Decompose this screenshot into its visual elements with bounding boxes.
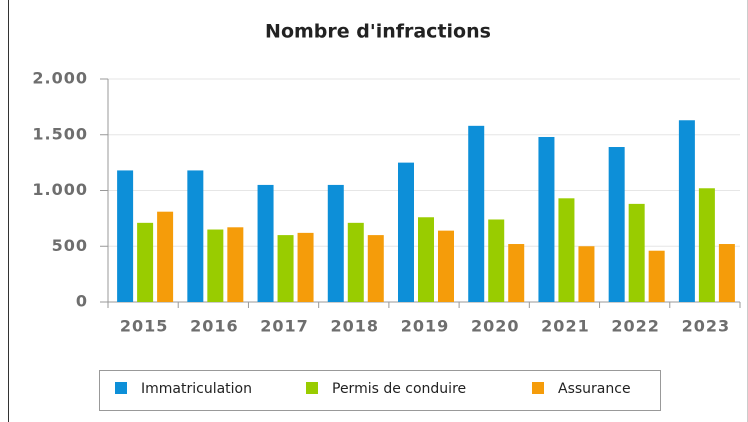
y-tick-label: 1.500 xyxy=(32,124,88,143)
bar xyxy=(327,184,344,302)
legend-box xyxy=(99,370,661,411)
y-tick-label: 2.000 xyxy=(32,69,88,88)
bar xyxy=(578,246,595,302)
chart-title: Nombre d'infractions xyxy=(265,21,491,43)
bar xyxy=(117,170,134,302)
bar xyxy=(367,235,384,302)
bar xyxy=(608,147,625,302)
bar xyxy=(538,136,555,302)
legend-label: Immatriculation xyxy=(141,381,252,397)
bar xyxy=(558,198,575,302)
x-tick-label: 2016 xyxy=(190,317,239,336)
x-tick-label: 2020 xyxy=(471,317,520,336)
y-tick-label: 0 xyxy=(76,292,88,311)
bar xyxy=(227,227,244,302)
bar xyxy=(207,229,224,302)
bar xyxy=(347,222,364,302)
bar xyxy=(488,219,505,302)
bar xyxy=(398,162,414,302)
bar xyxy=(297,232,314,302)
legend-swatch xyxy=(306,382,318,394)
x-tick-label: 2019 xyxy=(401,317,450,336)
x-tick-label: 2015 xyxy=(120,317,169,336)
x-tick-label: 2018 xyxy=(331,317,380,336)
bar xyxy=(648,250,665,302)
bar xyxy=(438,230,454,302)
bar xyxy=(698,188,715,302)
bar xyxy=(718,244,735,302)
bar xyxy=(257,184,274,302)
bar xyxy=(628,203,645,302)
bar xyxy=(137,222,154,302)
x-tick-label: 2022 xyxy=(611,317,660,336)
x-tick-label: 2017 xyxy=(260,317,309,336)
legend-swatch xyxy=(532,382,544,394)
x-tick-label: 2021 xyxy=(541,317,590,336)
y-tick-label: 1.000 xyxy=(32,180,88,199)
bar xyxy=(678,120,695,302)
bar xyxy=(508,244,525,302)
legend-label: Assurance xyxy=(558,381,631,397)
bar xyxy=(157,211,174,302)
legend-label: Permis de conduire xyxy=(332,381,466,397)
legend-swatch xyxy=(115,382,127,394)
bar xyxy=(277,235,294,302)
x-tick-label: 2023 xyxy=(682,317,731,336)
bar xyxy=(468,125,485,302)
bar xyxy=(418,217,434,302)
y-tick-label: 500 xyxy=(52,236,88,255)
bar xyxy=(187,170,204,302)
